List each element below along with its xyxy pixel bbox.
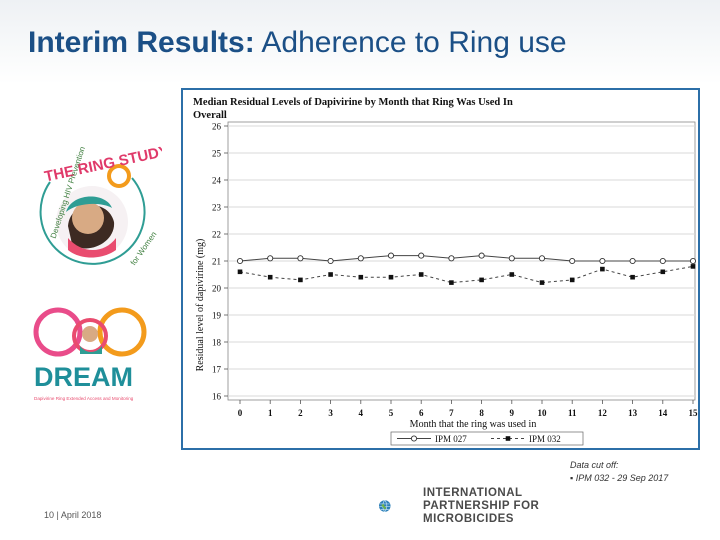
y-tick-label: 25 (212, 149, 222, 159)
y-tick-label: 23 (212, 203, 222, 213)
y-tick-label: 19 (212, 311, 222, 321)
data-point (478, 252, 485, 259)
data-point (357, 255, 364, 262)
cutoff-item: ▪ IPM 032 - 29 Sep 2017 (570, 473, 669, 483)
ring-logo-title: THE RING STUDY (43, 143, 162, 186)
y-tick-label: 21 (212, 257, 221, 267)
title-bold: Interim Results: (28, 26, 255, 59)
chart-title: Median Residual Levels of Dapivirine by … (193, 97, 513, 108)
data-point (538, 255, 546, 262)
chart-subtitle: Overall (193, 110, 227, 121)
data-point (388, 274, 394, 280)
data-point (479, 277, 484, 283)
legend-label: IPM 032 (529, 434, 561, 444)
x-tick-label: 7 (449, 408, 454, 418)
x-tick-label: 5 (389, 408, 394, 418)
data-point (237, 269, 243, 275)
data-point (599, 257, 606, 265)
dream-logo-title: DREAM (34, 362, 133, 392)
data-cutoff-note: Data cut off: ▪ IPM 032 - 29 Sep 2017 (570, 459, 668, 485)
x-tick-label: 15 (689, 408, 699, 418)
x-tick-label: 4 (359, 408, 364, 418)
data-point (297, 255, 304, 262)
ipm-logo-line: PARTNERSHIP FOR (423, 500, 540, 512)
data-point (690, 264, 696, 269)
data-point (267, 255, 274, 262)
chart-svg: Median Residual Levels of Dapivirine by … (193, 97, 698, 446)
data-point (569, 277, 575, 283)
x-tick-label: 2 (298, 408, 303, 418)
data-point (448, 255, 455, 262)
legend: IPM 027 IPM 032 (390, 431, 584, 446)
x-tick-label: 1 (268, 408, 273, 418)
data-point (508, 255, 515, 262)
ring-study-logo: THE RING STUDY Developing HIV Prevention… (39, 143, 162, 267)
data-point (509, 272, 515, 277)
series-line (239, 255, 693, 262)
y-tick-label: 16 (212, 392, 222, 402)
title-band (0, 0, 720, 84)
data-point (449, 280, 454, 285)
data-point (689, 257, 697, 265)
data-point (660, 269, 666, 275)
legend-marker (410, 435, 418, 442)
legend-label: IPM 027 (435, 434, 467, 444)
x-tick-label: 9 (510, 408, 515, 418)
ipm-globe-icon (379, 500, 391, 512)
dream-logo: DREAM Dapivirine Ring Extended Access an… (33, 307, 147, 401)
data-point (236, 257, 244, 265)
x-tick-label: 8 (479, 408, 484, 418)
x-tick-label: 6 (419, 408, 424, 418)
data-point (630, 274, 635, 280)
y-tick-label: 17 (212, 365, 222, 375)
x-tick-label: 14 (658, 408, 668, 418)
dream-logo-sub: Dapivirine Ring Extended Access and Moni… (34, 396, 134, 401)
y-tick-label: 26 (212, 122, 222, 132)
y-tick-label: 24 (212, 176, 222, 186)
data-point (629, 257, 636, 265)
x-tick-label: 13 (628, 408, 638, 418)
data-point (569, 257, 576, 265)
title-rest: Adherence to Ring use (254, 26, 567, 59)
legend-box (390, 431, 584, 446)
x-tick-label: 12 (598, 408, 608, 418)
data-point (358, 274, 364, 280)
data-point (539, 280, 545, 285)
x-tick-label: 0 (238, 408, 243, 418)
ipm-logo-text: INTERNATIONAL PARTNERSHIP FOR MICROBICID… (423, 487, 539, 526)
data-point (600, 266, 605, 272)
y-tick-label: 18 (212, 338, 222, 348)
data-point (327, 257, 334, 265)
cutoff-label: Data cut off: (570, 460, 619, 470)
data-point (328, 272, 333, 277)
chart-frame: Median Residual Levels of Dapivirine by … (181, 88, 700, 450)
series-line (239, 265, 694, 284)
ring-logo-right: for Women (129, 230, 159, 267)
slide-footer: 10 | April 2018 (44, 510, 102, 520)
x-tick-label: 3 (328, 408, 333, 418)
y-axis-label: Residual level of dapivirine (mg) (195, 239, 206, 372)
x-axis-label: Month that the ring was used in (410, 419, 537, 430)
slide-title: Interim Results: Adherence to Ring use (28, 26, 567, 60)
data-point (418, 272, 424, 277)
data-point (267, 274, 273, 280)
ipm-logo-line: MICROBICIDES (423, 513, 514, 525)
data-point (298, 277, 303, 283)
data-point (418, 252, 425, 259)
data-point (659, 257, 666, 265)
x-tick-label: 11 (568, 408, 577, 418)
y-tick-label: 20 (212, 284, 222, 294)
legend-marker (505, 436, 511, 441)
ipm-logo-line: INTERNATIONAL (423, 487, 523, 499)
data-point (387, 252, 395, 259)
y-tick-label: 22 (212, 230, 221, 240)
x-tick-label: 10 (538, 408, 548, 418)
